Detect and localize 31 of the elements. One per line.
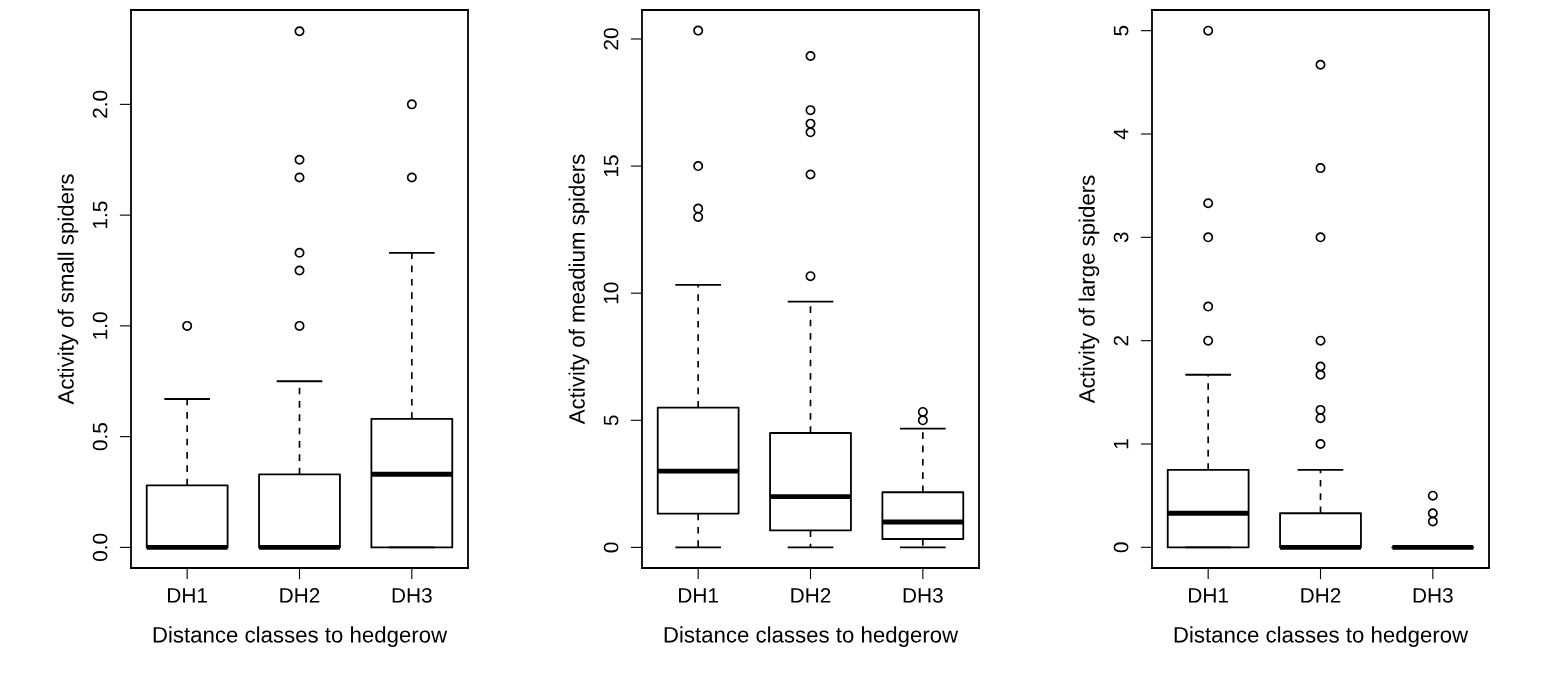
y-tick-label: 0	[603, 542, 619, 553]
x-tick-label: DH2	[280, 587, 320, 603]
y-tick-label: 2.0	[92, 90, 108, 118]
x-tick-label: DH1	[679, 588, 718, 603]
y-axis-title: Activity of large spiders	[1078, 175, 1100, 404]
x-tick-label: DH1	[168, 588, 207, 603]
y-tick-label: 5	[1113, 25, 1129, 36]
x-axis-title: Distance classes to hedgerow	[153, 626, 448, 648]
y-axis-title: Activity of small spiders	[57, 174, 79, 405]
x-tick-label: DH3	[392, 587, 432, 603]
x-tick-label: DH2	[1301, 587, 1341, 603]
y-tick-label: 1.5	[92, 201, 108, 229]
y-tick-label: 1	[1113, 439, 1129, 449]
y-tick-label: 15	[603, 155, 619, 177]
x-tick-label: DH3	[903, 587, 943, 603]
x-tick-label: DH3	[1413, 587, 1453, 603]
y-tick-label: 0.5	[92, 423, 108, 451]
y-tick-label: 2	[1113, 335, 1129, 346]
x-tick-label: DH1	[1189, 588, 1228, 603]
x-axis-title: Distance classes to hedgerow	[664, 626, 959, 648]
y-tick-label: 4	[1113, 128, 1129, 140]
x-axis-title: Distance classes to hedgerow	[1174, 626, 1469, 648]
y-tick-label: 0.0	[92, 533, 108, 562]
y-axis-title: Activity of meadium spiders	[568, 154, 590, 425]
y-tick-label: 1.0	[92, 312, 108, 339]
x-tick-label: DH2	[791, 587, 831, 603]
y-tick-label: 10	[603, 282, 619, 304]
y-tick-label: 3	[1113, 232, 1129, 243]
y-tick-label: 5	[603, 415, 619, 426]
y-tick-label: 20	[603, 28, 619, 50]
y-tick-label: 0	[1113, 542, 1129, 553]
